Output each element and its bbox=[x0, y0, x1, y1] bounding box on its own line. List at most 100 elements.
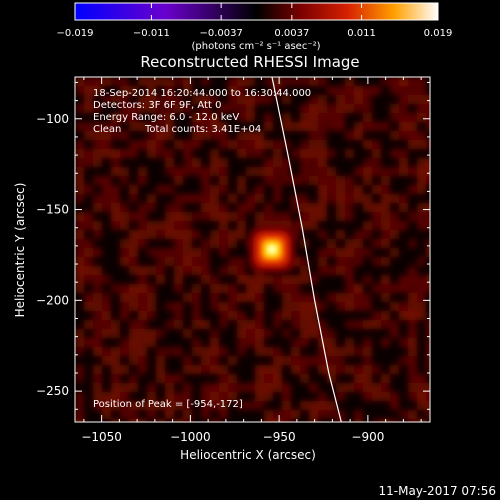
residual-pixel bbox=[129, 329, 138, 338]
residual-pixel bbox=[381, 275, 390, 284]
residual-pixel bbox=[372, 284, 381, 293]
residual-pixel bbox=[84, 95, 93, 104]
residual-pixel bbox=[228, 104, 237, 113]
residual-pixel bbox=[111, 167, 120, 176]
residual-pixel bbox=[408, 113, 417, 122]
residual-pixel bbox=[264, 383, 273, 392]
residual-pixel bbox=[111, 122, 120, 131]
residual-pixel bbox=[237, 320, 246, 329]
residual-pixel bbox=[390, 230, 399, 239]
residual-pixel bbox=[93, 284, 102, 293]
residual-pixel bbox=[336, 365, 345, 374]
residual-pixel bbox=[174, 176, 183, 185]
residual-pixel bbox=[210, 113, 219, 122]
residual-pixel bbox=[246, 194, 255, 203]
residual-pixel bbox=[381, 176, 390, 185]
residual-pixel bbox=[408, 122, 417, 131]
residual-pixel bbox=[75, 176, 84, 185]
residual-pixel bbox=[228, 86, 237, 95]
residual-pixel bbox=[399, 284, 408, 293]
residual-pixel bbox=[75, 77, 84, 86]
residual-pixel bbox=[129, 212, 138, 221]
residual-pixel bbox=[138, 176, 147, 185]
residual-pixel bbox=[327, 356, 336, 365]
residual-pixel bbox=[183, 266, 192, 275]
y-tick-label: −150 bbox=[36, 203, 69, 217]
residual-pixel bbox=[318, 158, 327, 167]
residual-pixel bbox=[309, 203, 318, 212]
residual-pixel bbox=[219, 203, 228, 212]
residual-pixel bbox=[210, 302, 219, 311]
residual-pixel bbox=[399, 203, 408, 212]
residual-pixel bbox=[147, 77, 156, 86]
residual-pixel bbox=[372, 383, 381, 392]
residual-pixel bbox=[399, 275, 408, 284]
residual-pixel bbox=[363, 167, 372, 176]
residual-pixel bbox=[408, 311, 417, 320]
residual-pixel bbox=[291, 320, 300, 329]
residual-pixel bbox=[345, 194, 354, 203]
residual-pixel bbox=[282, 302, 291, 311]
residual-pixel bbox=[282, 221, 291, 230]
residual-pixel bbox=[264, 176, 273, 185]
residual-pixel bbox=[291, 365, 300, 374]
residual-pixel bbox=[327, 410, 336, 419]
residual-pixel bbox=[291, 356, 300, 365]
x-tick-label: −950 bbox=[263, 430, 296, 444]
residual-pixel bbox=[147, 221, 156, 230]
residual-pixel bbox=[129, 257, 138, 266]
residual-pixel bbox=[282, 275, 291, 284]
residual-pixel bbox=[201, 212, 210, 221]
residual-pixel bbox=[408, 185, 417, 194]
residual-pixel bbox=[336, 176, 345, 185]
residual-pixel bbox=[129, 86, 138, 95]
residual-pixel bbox=[336, 230, 345, 239]
noise-layer bbox=[75, 77, 430, 422]
residual-pixel bbox=[237, 275, 246, 284]
residual-pixel bbox=[336, 86, 345, 95]
residual-pixel bbox=[156, 122, 165, 131]
residual-pixel bbox=[129, 347, 138, 356]
residual-pixel bbox=[417, 113, 426, 122]
residual-pixel bbox=[408, 95, 417, 104]
residual-pixel bbox=[237, 347, 246, 356]
residual-pixel bbox=[255, 221, 264, 230]
residual-pixel bbox=[327, 401, 336, 410]
residual-pixel bbox=[318, 131, 327, 140]
residual-pixel bbox=[363, 95, 372, 104]
residual-pixel bbox=[201, 392, 210, 401]
residual-pixel bbox=[192, 365, 201, 374]
residual-pixel bbox=[102, 176, 111, 185]
residual-pixel bbox=[111, 365, 120, 374]
residual-pixel bbox=[399, 410, 408, 419]
residual-pixel bbox=[363, 275, 372, 284]
residual-pixel bbox=[93, 248, 102, 257]
residual-pixel bbox=[300, 365, 309, 374]
residual-pixel bbox=[237, 311, 246, 320]
residual-pixel bbox=[219, 284, 228, 293]
residual-pixel bbox=[408, 329, 417, 338]
residual-pixel bbox=[363, 122, 372, 131]
residual-pixel bbox=[93, 365, 102, 374]
residual-pixel bbox=[318, 320, 327, 329]
residual-pixel bbox=[111, 401, 120, 410]
residual-pixel bbox=[138, 104, 147, 113]
residual-pixel bbox=[399, 104, 408, 113]
residual-pixel bbox=[192, 257, 201, 266]
residual-pixel bbox=[273, 311, 282, 320]
residual-pixel bbox=[345, 95, 354, 104]
residual-pixel bbox=[111, 221, 120, 230]
residual-pixel bbox=[156, 419, 165, 422]
residual-pixel bbox=[336, 194, 345, 203]
residual-pixel bbox=[354, 293, 363, 302]
residual-pixel bbox=[381, 221, 390, 230]
residual-pixel bbox=[426, 212, 430, 221]
residual-pixel bbox=[372, 320, 381, 329]
residual-pixel bbox=[300, 158, 309, 167]
residual-pixel bbox=[345, 86, 354, 95]
residual-pixel bbox=[129, 401, 138, 410]
residual-pixel bbox=[345, 266, 354, 275]
residual-pixel bbox=[174, 401, 183, 410]
residual-pixel bbox=[255, 284, 264, 293]
residual-pixel bbox=[111, 320, 120, 329]
